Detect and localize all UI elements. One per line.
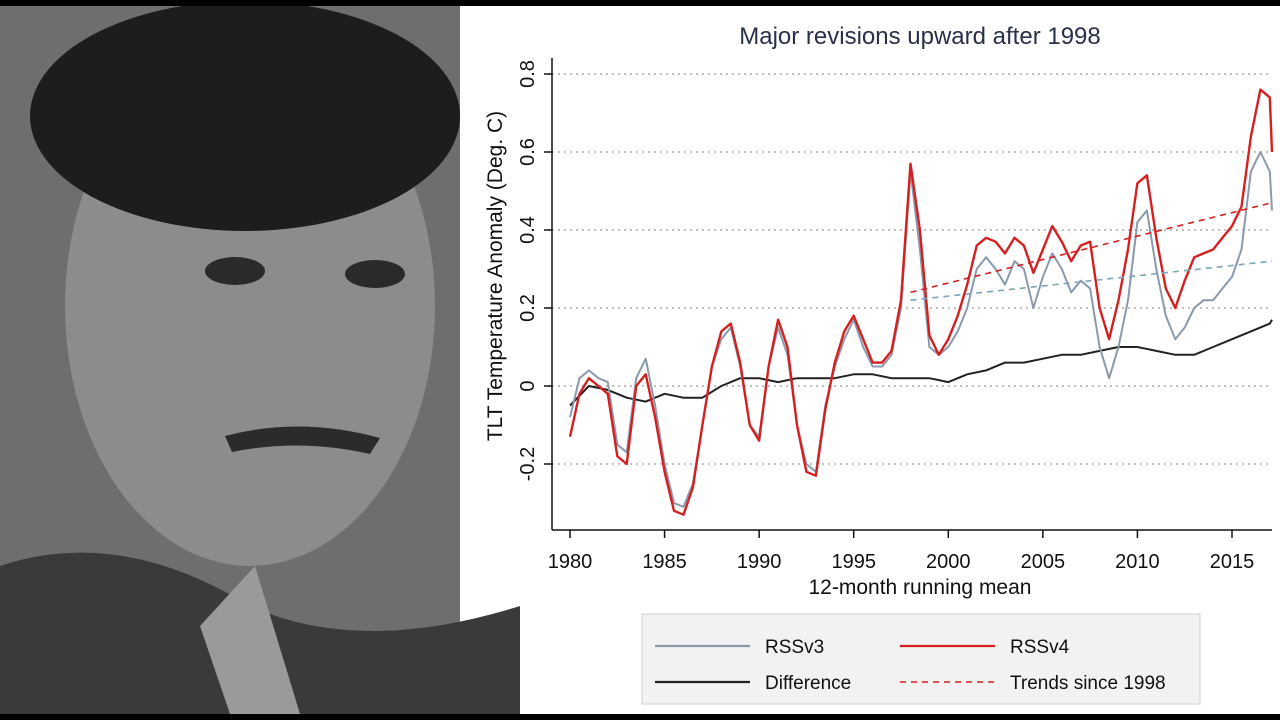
chart-panel: Major revisions upward after 1998 -0.2 0 0… xyxy=(0,6,1280,714)
x-tick-label: 1990 xyxy=(737,551,782,573)
y-tick-label: -0.2 xyxy=(517,447,539,481)
x-tick-labels: 1980 1985 1990 1995 2000 2005 2010 2015 xyxy=(548,551,1255,573)
chart-title: Major revisions upward after 1998 xyxy=(739,23,1101,50)
y-tick-label: 0.6 xyxy=(517,138,539,166)
y-tick-label: 0.4 xyxy=(517,216,539,244)
series-line-trends-since-1998 xyxy=(910,201,1273,294)
x-tick-label: 1980 xyxy=(548,551,593,573)
series-line-rssv4 xyxy=(568,88,1274,516)
photo-mustache xyxy=(225,426,380,454)
x-tick-label: 1995 xyxy=(831,551,876,573)
y-tick-label: 0.2 xyxy=(517,294,539,322)
x-tick-label: 2005 xyxy=(1021,551,1066,573)
grid-lines xyxy=(552,73,1272,465)
x-tick-label: 1985 xyxy=(642,551,687,573)
series-lines xyxy=(568,88,1274,516)
y-axis-title: TLT Temperature Anomaly (Deg. C) xyxy=(484,111,507,441)
series-line-trend-rssv3 xyxy=(910,260,1273,301)
y-tick-labels: -0.2 0 0.2 0.4 0.6 0.8 xyxy=(517,60,539,481)
photo-hair xyxy=(30,6,460,231)
legend: RSSv3 RSSv4 Difference Trends since 1998 xyxy=(641,613,1201,705)
legend-box xyxy=(641,613,1201,705)
photo-eye-right xyxy=(345,260,405,288)
axes xyxy=(544,58,1272,538)
chart-svg: Major revisions upward after 1998 -0.2 0 0… xyxy=(0,6,1274,714)
photo-eye-left xyxy=(205,257,265,285)
x-tick-label: 2015 xyxy=(1210,551,1255,573)
x-axis-title: 12-month running mean xyxy=(809,576,1032,599)
y-tick-label: 0.8 xyxy=(517,60,539,88)
portrait-photo xyxy=(0,6,520,714)
y-tick-label: 0 xyxy=(517,380,539,391)
x-tick-label: 2000 xyxy=(926,551,971,573)
photo-collar xyxy=(200,566,300,714)
x-tick-label: 2010 xyxy=(1115,551,1160,573)
legend-label: RSSv3 xyxy=(765,637,824,658)
legend-label: Trends since 1998 xyxy=(1010,673,1166,694)
legend-label: RSSv4 xyxy=(1010,637,1070,658)
series-line-difference xyxy=(569,319,1273,407)
series-line-rssv3 xyxy=(569,151,1273,508)
legend-label: Difference xyxy=(765,673,851,694)
